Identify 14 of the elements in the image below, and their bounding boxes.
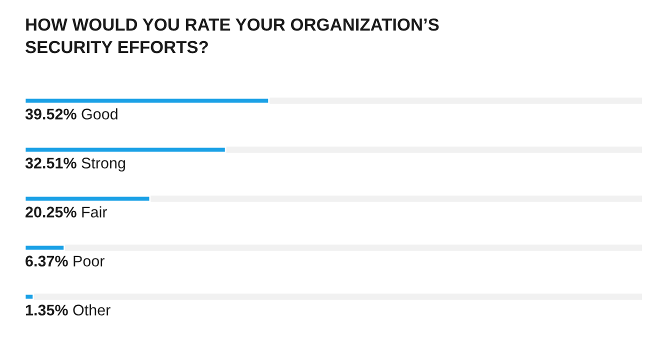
bar <box>25 293 34 300</box>
chart-title: HOW WOULD YOU RATE YOUR ORGANIZATION’S SECURITY EFFORTS? <box>26 18 439 54</box>
data-label: 6.37% <box>26 256 68 267</box>
bar <box>25 195 151 202</box>
y-tick-label: Good <box>82 108 118 120</box>
data-label: 1.35% <box>26 304 68 316</box>
y-tick-label: Poor <box>74 256 104 266</box>
y-tick-label: Strong <box>82 158 126 172</box>
data-label: 20.25% <box>26 206 76 218</box>
bar <box>25 244 65 252</box>
data-label: 39.52% <box>25 108 76 120</box>
data-label: 32.51% <box>25 158 76 169</box>
y-tick-label: Other <box>73 304 110 316</box>
y-tick-label: Fair <box>82 206 108 218</box>
